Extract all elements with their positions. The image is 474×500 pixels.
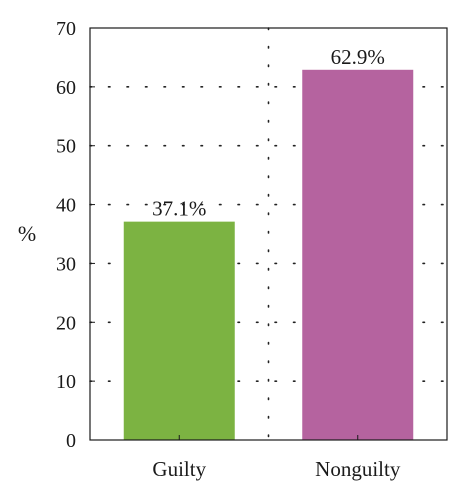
data-label-nonguilty: 62.9% xyxy=(331,45,385,69)
y-tick-label: 50 xyxy=(56,136,76,158)
y-tick-label: 60 xyxy=(56,77,76,99)
y-axis-ticks: 0 10 20 30 40 50 60 70 xyxy=(56,18,359,452)
x-category-label-guilty: Guilty xyxy=(152,457,206,481)
bar-nonguilty xyxy=(302,69,414,440)
y-tick-label: 20 xyxy=(56,312,76,334)
x-axis-category-labels: Guilty Nonguilty xyxy=(152,457,400,481)
y-tick-label: 10 xyxy=(56,371,76,393)
bars xyxy=(123,69,414,440)
y-tick-label: 40 xyxy=(56,195,76,217)
y-tick-label: 0 xyxy=(66,430,76,452)
x-category-label-nonguilty: Nonguilty xyxy=(315,457,401,481)
plot-frame xyxy=(89,27,448,441)
data-labels: 37.1% 62.9% xyxy=(152,45,385,221)
data-label-guilty: 37.1% xyxy=(152,197,206,221)
bar-guilty xyxy=(123,221,235,440)
y-axis-label: % xyxy=(18,221,36,246)
y-tick-label: 70 xyxy=(56,18,76,40)
y-tick-label: 30 xyxy=(56,253,76,275)
